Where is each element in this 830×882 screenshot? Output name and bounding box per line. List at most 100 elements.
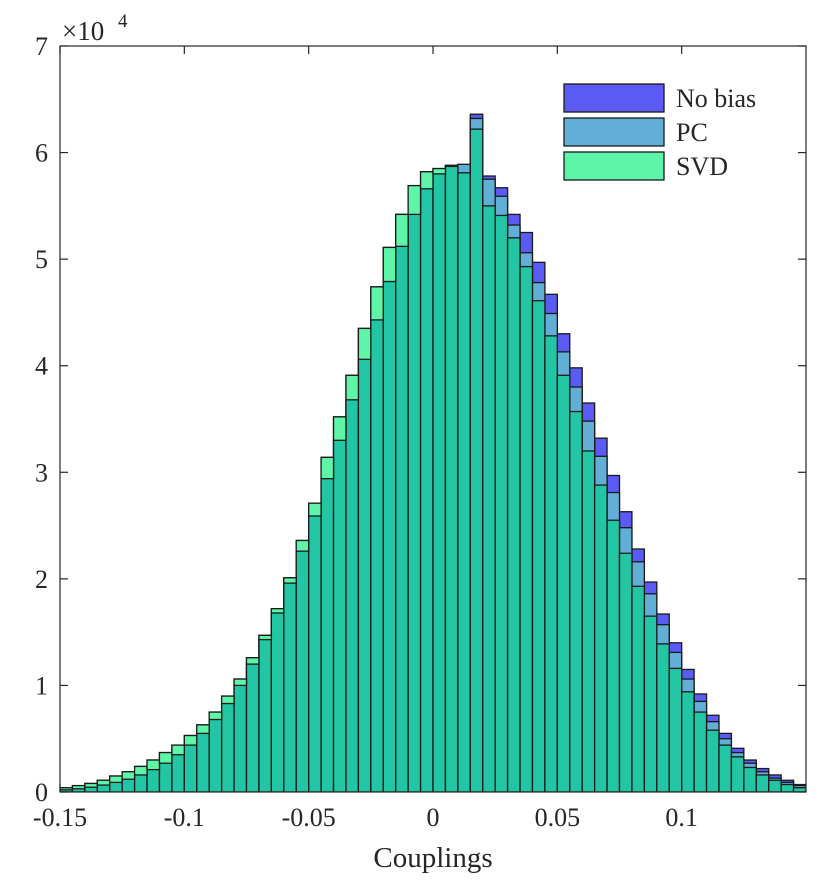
bar [283,577,297,584]
bar [593,484,608,792]
bar [544,335,558,792]
x-tick-label: 0.1 [665,803,698,832]
legend-label: No bias [676,84,756,113]
bar [133,765,148,776]
bar [146,759,161,771]
series-svd [60,128,806,792]
bar [96,779,111,786]
bar [618,552,633,792]
bar [519,265,534,792]
bar [444,164,459,792]
svd-excess [60,164,459,791]
bar [60,787,74,791]
x-tick-label: -0.15 [33,803,87,832]
bar [171,744,185,756]
y-tick-label: 0 [35,778,48,807]
bar [382,246,397,792]
x-tick-label: 0.05 [535,803,581,832]
bar [220,695,235,705]
bar [245,657,260,792]
bar [419,171,434,792]
bar [308,502,322,792]
bar [258,634,273,641]
bar [158,751,173,764]
bar [270,608,285,792]
legend-label: PC [676,118,708,147]
bar [382,246,397,283]
bar [196,724,210,792]
bar [357,327,372,360]
legend-swatch [563,151,665,181]
bar [183,734,198,746]
bar [705,729,720,792]
bar [730,756,745,792]
bar [581,450,596,792]
bar [320,456,335,792]
y-tick-label: 4 [35,352,48,381]
bar [308,502,322,517]
bar [208,711,223,792]
x-tick-label: -0.05 [282,803,336,832]
bar [84,782,98,788]
bar [196,724,210,735]
bar [370,286,384,321]
bar [569,410,583,792]
bar [457,172,471,792]
bar [295,539,310,792]
bar [332,416,347,792]
bar [506,237,521,792]
bar [432,167,447,792]
bar [283,577,297,792]
bar [208,711,223,721]
bar [419,171,434,190]
bar [345,374,360,401]
legend-label: SVD [676,152,728,181]
bar [681,691,695,792]
y-axis-exponent-base: ×10 [62,16,104,46]
bar [643,615,658,792]
bar [245,657,260,665]
bar [332,416,347,441]
y-tick-label: 5 [35,245,48,274]
bar [370,286,384,792]
bar [743,766,757,792]
histogram-bars [60,113,806,792]
bar [345,374,360,792]
bar [233,678,248,687]
x-tick-label: 0 [427,803,440,832]
x-axis-label: Couplings [373,842,492,874]
bar [71,784,86,790]
bar [631,585,646,792]
bar [270,608,285,614]
bar [556,374,571,792]
bar [220,695,235,792]
bar [121,771,136,780]
bar [407,184,422,792]
y-tick-label: 1 [35,671,48,700]
bar [768,779,782,792]
bar [357,327,372,792]
bar [482,205,496,792]
y-tick-label: 6 [35,139,48,168]
bar [718,744,733,792]
bar [320,456,335,480]
bar [469,128,484,792]
bar [432,167,447,175]
x-tick-label: -0.1 [164,803,205,832]
bar [780,783,795,792]
axis-ticks: -0.15 -0.1 -0.05 0 0.05 0.1 0 1 2 3 4 5 6 7 [33,32,806,832]
bar [258,634,273,792]
bar [295,539,310,552]
legend-swatch [563,117,665,147]
bar [531,300,546,792]
bar [606,519,621,792]
y-tick-label: 2 [35,565,48,594]
bar [233,678,248,792]
bar [668,667,683,792]
legend: No bias PC SVD [563,83,756,181]
bar [109,775,123,784]
bar [693,711,708,792]
y-tick-label: 7 [35,32,48,61]
bar [395,213,409,792]
